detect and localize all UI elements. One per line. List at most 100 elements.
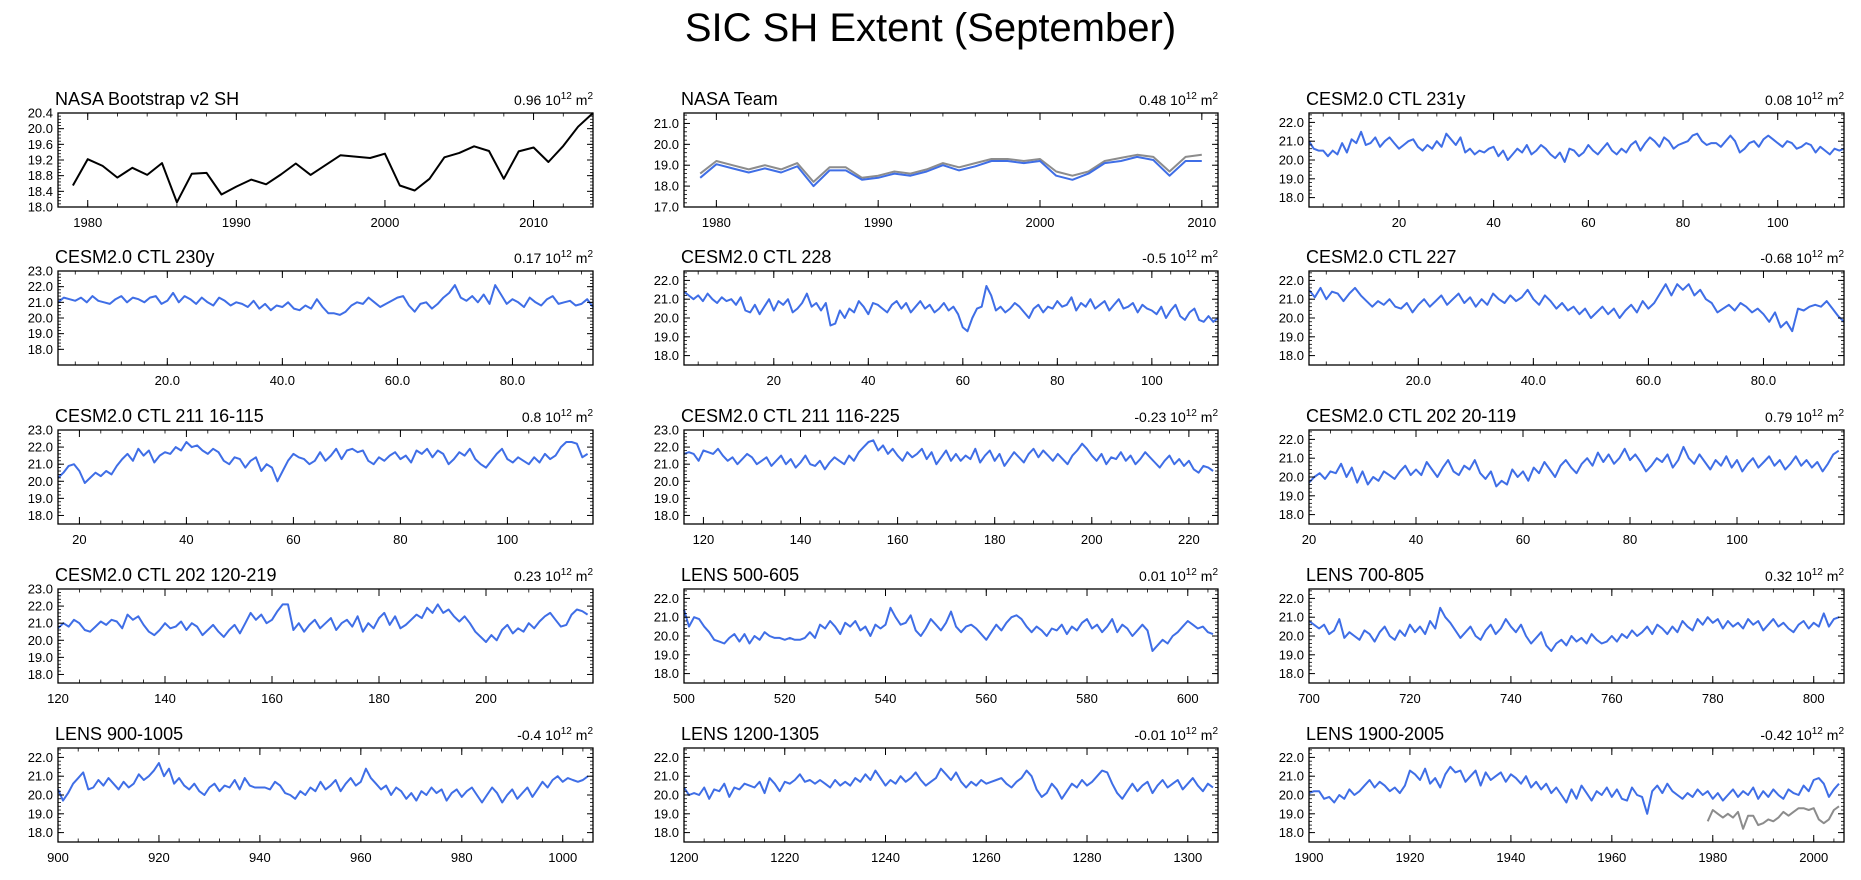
series-line [683, 285, 1219, 333]
y-tick-label: 20.4 [28, 106, 53, 121]
plot-frame [1308, 429, 1845, 525]
y-tick-label: 18.0 [1279, 825, 1304, 840]
y-tick-label: 21.0 [1279, 769, 1304, 784]
plot-frame [57, 270, 594, 366]
panel-title: LENS 700-805 [1306, 565, 1424, 585]
y-tick-label: 20.0 [654, 137, 679, 152]
x-tick-label: 1300 [1173, 850, 1202, 865]
x-tick-label: 20.0 [155, 373, 180, 388]
y-tick-label: 22.0 [1279, 750, 1304, 765]
series-line [1308, 606, 1840, 652]
panel-title: CESM2.0 CTL 231y [1306, 89, 1465, 109]
y-tick-label: 19.0 [28, 491, 53, 506]
x-tick-label: 200 [1081, 532, 1103, 547]
x-tick-label: 40 [179, 532, 193, 547]
x-tick-label: 100 [1141, 373, 1163, 388]
x-tick-label: 140 [154, 691, 176, 706]
x-tick-label: 500 [673, 691, 695, 706]
x-tick-label: 980 [451, 850, 473, 865]
panel-title: NASA Bootstrap v2 SH [55, 89, 239, 109]
y-tick-label: 21.0 [28, 769, 53, 784]
trend-label: 0.8 1012 m2 [522, 408, 594, 425]
y-tick-label: 23.0 [28, 264, 53, 279]
chart-panel: 700 720 740 760 780 800 18.0 19.0 20.0 21.0 22.0LE… [1279, 565, 1845, 706]
x-tick-label: 100 [1726, 532, 1748, 547]
x-tick-label: 40 [861, 373, 875, 388]
y-tick-label: 21.0 [28, 457, 53, 472]
chart-panel: 1900 1920 1940 1960 1980 2000 18.0 19.0 20.0 21.0… [1279, 724, 1845, 865]
y-tick-label: 20.0 [28, 633, 53, 648]
x-tick-label: 80 [1623, 532, 1637, 547]
series-line [1706, 805, 1840, 830]
x-tick-label: 160 [261, 691, 283, 706]
x-tick-label: 1990 [864, 215, 893, 230]
y-tick-label: 19.0 [654, 806, 679, 821]
plot-frame [57, 429, 594, 525]
x-tick-label: 2000 [370, 215, 399, 230]
trend-label: -0.23 1012 m2 [1134, 408, 1218, 425]
x-tick-label: 220 [1178, 532, 1200, 547]
series-line [57, 603, 589, 643]
plot-frame [1308, 747, 1845, 843]
x-tick-label: 40.0 [1521, 373, 1546, 388]
series-line [683, 439, 1214, 474]
plot-frame [57, 112, 594, 208]
chart-panel: 1980 1990 2000 2010 17.0 18.0 19.0 20.0 21.0NASA… [654, 89, 1219, 230]
y-tick-label: 20.0 [654, 474, 679, 489]
y-tick-label: 22.0 [654, 273, 679, 288]
x-tick-label: 1200 [670, 850, 699, 865]
x-tick-label: 20 [1392, 215, 1406, 230]
plot-frame [1308, 112, 1845, 208]
panel-title: LENS 1900-2005 [1306, 724, 1444, 744]
x-tick-label: 1900 [1295, 850, 1324, 865]
x-tick-label: 900 [47, 850, 69, 865]
y-tick-label: 21.0 [1279, 451, 1304, 466]
x-tick-label: 80 [393, 532, 407, 547]
panel-title: CESM2.0 CTL 202 20-119 [1306, 406, 1516, 426]
y-tick-label: 20.0 [1279, 629, 1304, 644]
y-tick-label: 19.0 [654, 491, 679, 506]
x-tick-label: 940 [249, 850, 271, 865]
x-tick-label: 920 [148, 850, 170, 865]
series-line [683, 767, 1214, 800]
trend-label: 0.32 1012 m2 [1765, 567, 1844, 584]
x-tick-label: 120 [693, 532, 715, 547]
y-tick-label: 22.0 [28, 279, 53, 294]
x-tick-label: 700 [1298, 691, 1320, 706]
panel-title: LENS 1200-1305 [681, 724, 819, 744]
y-tick-label: 18.0 [1279, 190, 1304, 205]
x-tick-label: 40.0 [270, 373, 295, 388]
y-tick-label: 18.8 [28, 168, 53, 183]
chart-panel: 120 140 160 180 200 18.0 19.0 20.0 21.0 22.0 23.0C… [28, 565, 594, 706]
series-line [57, 441, 589, 484]
y-tick-label: 20.0 [1279, 788, 1304, 803]
x-tick-label: 60 [1516, 532, 1530, 547]
y-tick-label: 19.0 [1279, 329, 1304, 344]
trend-label: 0.23 1012 m2 [514, 567, 593, 584]
y-tick-label: 20.0 [654, 788, 679, 803]
y-tick-label: 20.0 [28, 121, 53, 136]
series-line [57, 762, 589, 804]
x-tick-label: 1980 [73, 215, 102, 230]
y-tick-label: 21.0 [654, 457, 679, 472]
x-tick-label: 2000 [1799, 850, 1828, 865]
series-line [72, 112, 594, 204]
plot-frame [57, 588, 594, 684]
x-tick-label: 60 [1581, 215, 1595, 230]
x-tick-label: 2000 [1026, 215, 1055, 230]
x-tick-label: 80 [1676, 215, 1690, 230]
x-tick-label: 1240 [871, 850, 900, 865]
chart-panel: 20.0 40.0 60.0 80.0 18.0 19.0 20.0 21.0 22.0CESM… [1279, 247, 1845, 388]
x-tick-label: 520 [774, 691, 796, 706]
y-tick-label: 19.0 [28, 650, 53, 665]
y-tick-label: 20.0 [28, 474, 53, 489]
y-tick-label: 19.0 [1279, 806, 1304, 821]
y-tick-label: 18.0 [28, 342, 53, 357]
y-tick-label: 18.0 [28, 200, 53, 215]
trend-label: -0.68 1012 m2 [1760, 249, 1844, 266]
series-line [699, 153, 1202, 183]
y-tick-label: 20.0 [654, 629, 679, 644]
chart-panel: 1200 1220 1240 1260 1280 1300 18.0 19.0 20.0 21.0… [654, 724, 1219, 865]
y-tick-label: 19.0 [1279, 488, 1304, 503]
